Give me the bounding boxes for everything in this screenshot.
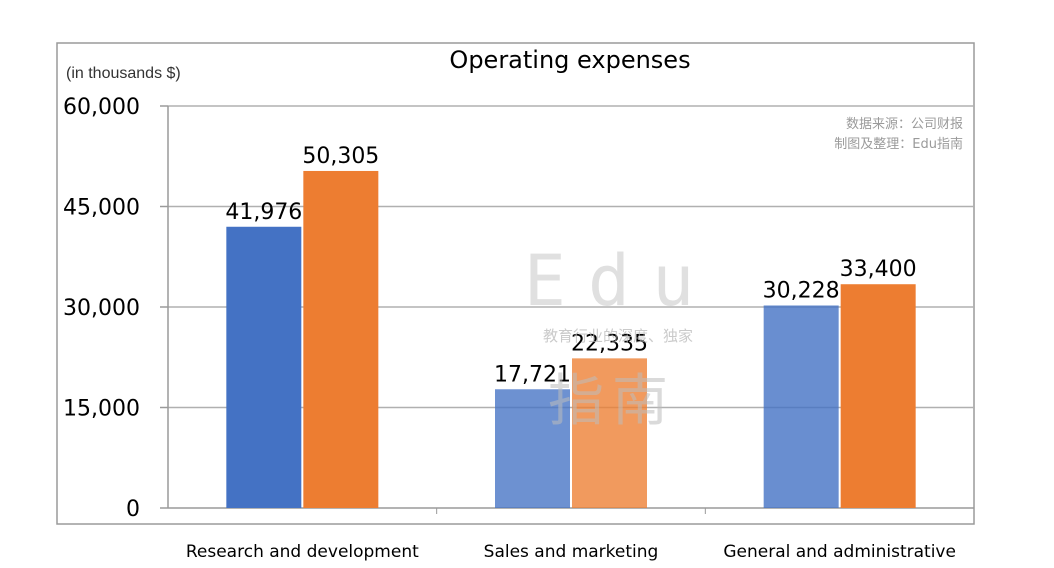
bar — [495, 389, 570, 508]
data-label: 33,400 — [840, 257, 917, 282]
chart-title: Operating expenses — [449, 46, 690, 74]
y-tick-label: 30,000 — [63, 296, 140, 321]
y-tick-label: 15,000 — [63, 397, 140, 422]
chart-frame — [56, 42, 975, 525]
x-tick-label: General and administrative — [723, 542, 956, 562]
source-note-line2: 制图及整理：Edu指南 — [834, 136, 963, 152]
watermark-brand: Edu — [524, 240, 716, 322]
bar — [763, 305, 839, 508]
bar — [840, 284, 916, 508]
watermark-han: 指南 — [548, 369, 676, 434]
bar — [572, 358, 647, 508]
data-label: 17,721 — [494, 362, 571, 387]
data-label: 50,305 — [302, 144, 379, 169]
bar — [303, 170, 379, 509]
source-note-line1: 数据来源：公司财报 — [846, 117, 963, 132]
bars — [226, 170, 916, 509]
watermark-logo: Edu 教育行业的深度、独家 指南 — [524, 240, 716, 434]
data-label: 22,335 — [571, 331, 648, 356]
x-tick-label: Research and development — [186, 542, 419, 562]
y-tick-label: 60,000 — [63, 95, 140, 120]
bar — [226, 226, 302, 508]
data-label: 30,228 — [763, 278, 840, 303]
x-tick-label: Sales and marketing — [484, 542, 659, 562]
x-axis: Research and development Sales and market… — [186, 508, 956, 562]
data-label: 41,976 — [225, 200, 302, 225]
unit-label: (in thousands $) — [66, 65, 181, 82]
watermark-tagline: 教育行业的深度、独家 — [543, 327, 693, 345]
y-tick-label: 45,000 — [63, 196, 140, 221]
y-axis: 0 15,000 30,000 45,000 60,000 — [63, 95, 169, 522]
gridlines — [168, 105, 974, 409]
y-tick-label: 0 — [126, 497, 140, 522]
